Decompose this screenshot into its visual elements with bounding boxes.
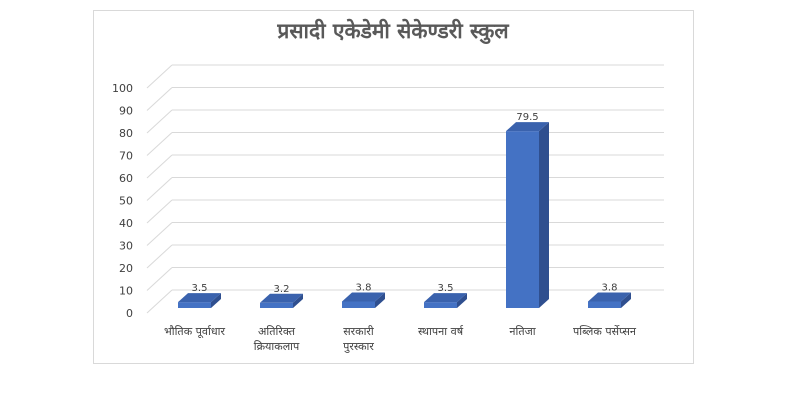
gridline-side-50 (146, 177, 173, 201)
bar-series (178, 122, 631, 308)
bar-side (539, 122, 549, 308)
category-label: भौतिक पूर्वाधार (164, 325, 225, 339)
data-label: 3.2 (274, 284, 290, 295)
chart-title: प्रसादी एकेडेमी सेकेण्डरी स्कुल (276, 18, 509, 45)
bar-front (424, 302, 457, 308)
data-label: 3.8 (356, 282, 372, 293)
gridline-side-0 (146, 289, 173, 314)
category-label: अतिरिक्त क्रियाकलाप (254, 325, 300, 353)
gridline-side-90 (146, 87, 173, 111)
category-labels: भौतिक पूर्वाधार अतिरिक्त क्रियाकलाप सरकारी प… (164, 325, 637, 353)
y-tick-label: 90 (119, 105, 133, 118)
y-tick-label: 80 (119, 127, 133, 140)
gridline-side-80 (146, 109, 173, 134)
category-label: नतिजा (509, 325, 535, 338)
bar-4 (506, 122, 549, 308)
bar-front (588, 301, 621, 308)
y-tick-label: 0 (126, 307, 133, 320)
gridline-side-60 (146, 154, 173, 179)
y-tick-label: 30 (119, 240, 133, 253)
bar-front (342, 301, 375, 308)
gridline-side-10 (146, 267, 173, 291)
bar-5 (588, 292, 631, 308)
data-label: 79.5 (516, 112, 538, 123)
bar-3 (424, 293, 467, 308)
data-label: 3.5 (438, 283, 454, 294)
gridline-side-100 (146, 64, 173, 89)
y-tick-label: 20 (119, 262, 133, 275)
bar-front (178, 302, 211, 308)
data-label: 3.8 (602, 282, 618, 293)
bar-top (260, 293, 303, 303)
bar-front (506, 131, 539, 308)
bar-top (342, 292, 385, 302)
data-labels: 3.5 3.2 3.8 3.5 79.5 3.8 (192, 112, 618, 295)
data-label: 3.5 (192, 283, 208, 294)
bar-side (457, 293, 467, 308)
bar-1 (260, 293, 303, 308)
bar-top (506, 122, 549, 132)
bar-top (178, 293, 221, 303)
bar-side (375, 292, 385, 308)
bar-front (260, 302, 293, 308)
bar-side (293, 293, 303, 308)
category-label: स्थापना वर्ष (418, 325, 464, 338)
category-label: सरकारी पुरस्कार (343, 325, 374, 353)
y-tick-label: 40 (119, 217, 133, 230)
gridline-side-40 (146, 199, 173, 224)
bar-2 (342, 292, 385, 308)
grid-layer (146, 64, 664, 314)
bar-top (424, 293, 467, 303)
category-label: पब्लिक पर्सेप्सन (573, 325, 637, 338)
y-tick-label: 70 (119, 150, 133, 163)
bar-side (621, 292, 631, 308)
y-tick-label: 50 (119, 195, 133, 208)
y-tick-label: 60 (119, 172, 133, 185)
gridline-side-20 (146, 244, 173, 269)
gridline-side-70 (146, 132, 173, 156)
y-axis-ticks: 0 10 20 30 40 50 60 70 80 90 100 (112, 82, 133, 320)
bar-side (211, 293, 221, 308)
gridline-side-30 (146, 222, 173, 246)
y-tick-label: 100 (112, 82, 133, 95)
bar-0 (178, 293, 221, 308)
bar-top (588, 292, 631, 302)
y-tick-label: 10 (119, 285, 133, 298)
